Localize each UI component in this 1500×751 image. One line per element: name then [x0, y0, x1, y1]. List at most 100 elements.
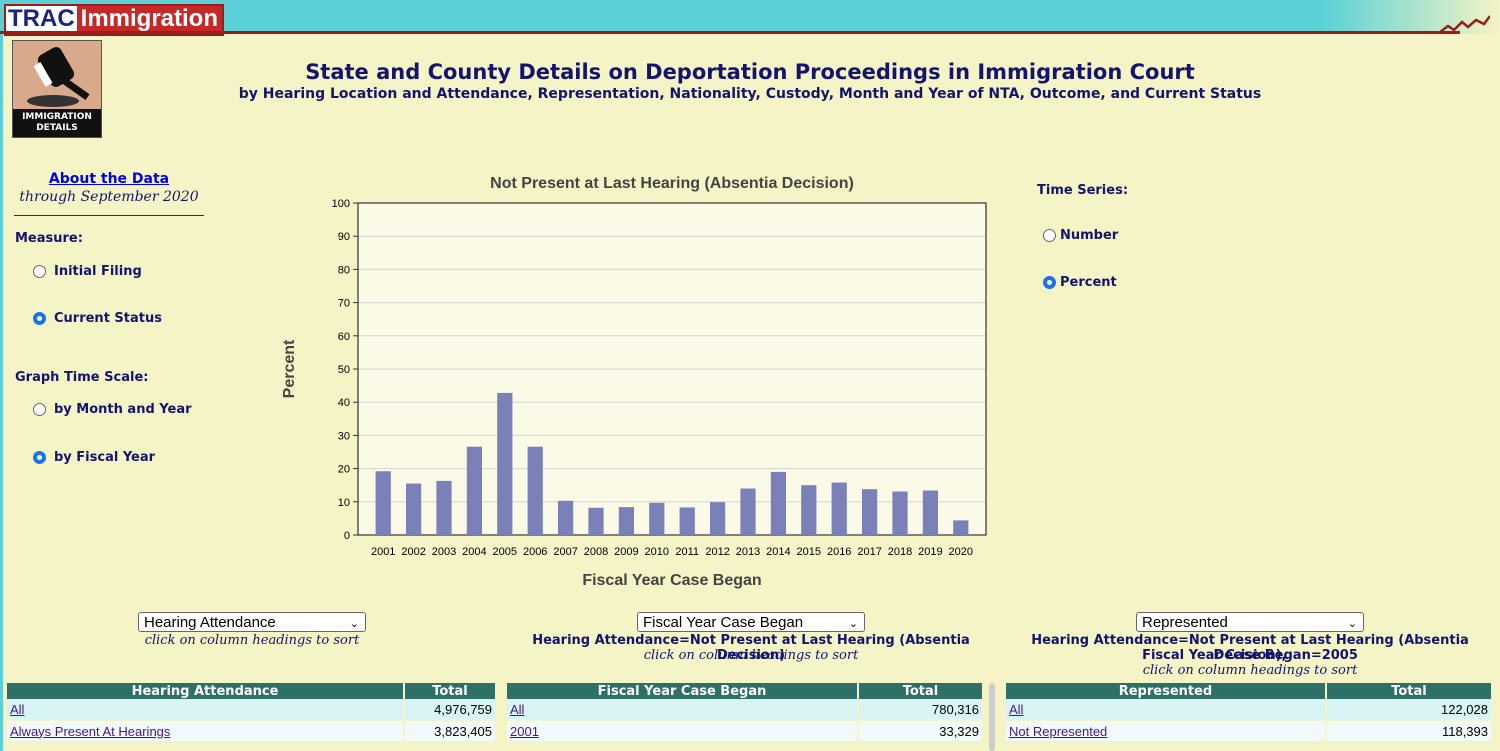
- measure-label: Measure:: [15, 231, 83, 246]
- divider: [14, 215, 204, 216]
- bar: [466, 446, 482, 535]
- x-tick-label: 2007: [553, 546, 577, 558]
- radio-label: Percent: [1060, 275, 1117, 290]
- x-tick-label: 2015: [797, 546, 821, 558]
- row-total: 33,329: [859, 721, 982, 743]
- row-link[interactable]: Always Present At Hearings: [10, 723, 171, 739]
- x-tick-label: 2003: [432, 546, 456, 558]
- trend-arrow-icon: [1440, 15, 1490, 33]
- bar: [618, 507, 634, 535]
- bar: [892, 491, 908, 535]
- x-tick-label: 2006: [523, 546, 547, 558]
- x-tick-label: 2008: [584, 546, 608, 558]
- x-tick-label: 2016: [827, 546, 851, 558]
- dimension-select-3[interactable]: Represented ⌄: [1136, 612, 1364, 632]
- bar: [375, 471, 391, 535]
- bar: [497, 392, 513, 535]
- x-tick-label: 2014: [766, 546, 790, 558]
- filter-text-2: Fiscal Year Case Began=2005: [1142, 648, 1358, 663]
- x-tick-label: 2020: [949, 546, 973, 558]
- y-tick-label: 20: [338, 464, 350, 476]
- chart-title: Not Present at Last Hearing (Absentia De…: [490, 175, 854, 192]
- about-the-data-link[interactable]: About the Data: [48, 171, 170, 187]
- bar: [406, 483, 422, 535]
- bar: [588, 507, 604, 535]
- radio-button[interactable]: [33, 403, 46, 416]
- table-row: All 4,976,759: [7, 699, 495, 721]
- row-link[interactable]: 2001: [510, 723, 539, 739]
- row-link[interactable]: All: [1009, 701, 1024, 717]
- page-subtitle: by Hearing Location and Attendance, Repr…: [238, 86, 1262, 102]
- radio-button[interactable]: [1043, 229, 1056, 242]
- radio-percent[interactable]: Percent: [1043, 275, 1117, 290]
- x-tick-label: 2013: [736, 546, 760, 558]
- y-tick-label: 30: [338, 430, 350, 442]
- radio-label: by Fiscal Year: [54, 450, 156, 465]
- left-edge: [0, 34, 3, 751]
- row-link[interactable]: All: [510, 701, 525, 717]
- immigration-details-badge[interactable]: IMMIGRATION DETAILS: [12, 40, 102, 138]
- badge-caption-line1: IMMIGRATION: [22, 112, 92, 122]
- x-tick-label: 2011: [675, 546, 699, 558]
- x-tick-label: 2010: [645, 546, 669, 558]
- x-tick-label: 2004: [462, 546, 486, 558]
- table-row: 2001 33,329: [507, 721, 982, 743]
- radio-fiscal-year[interactable]: by Fiscal Year: [33, 450, 155, 465]
- table-represented: Represented Total All 122,028 Not Repres…: [1004, 683, 1493, 743]
- table-row: All 780,316: [507, 699, 982, 721]
- bar: [770, 471, 786, 535]
- x-tick-label: 2018: [888, 546, 912, 558]
- column-header[interactable]: Hearing Attendance: [7, 683, 403, 699]
- bar: [649, 502, 665, 535]
- scrollbar[interactable]: [989, 683, 995, 751]
- about-block: About the Data through September 2020: [14, 168, 204, 216]
- bar: [679, 507, 695, 535]
- radio-button[interactable]: [1043, 276, 1056, 289]
- radio-number[interactable]: Number: [1043, 228, 1118, 243]
- table-hearing-attendance: Hearing Attendance Total All 4,976,759 A…: [5, 683, 497, 743]
- bar: [558, 500, 574, 535]
- table-row: All 122,028: [1006, 699, 1491, 721]
- time-scale-label: Graph Time Scale:: [15, 370, 149, 385]
- bar: [527, 446, 543, 535]
- radio-button[interactable]: [33, 451, 46, 464]
- top-banner: TRAC Immigration: [0, 0, 1500, 36]
- x-axis-label: Fiscal Year Case Began: [582, 572, 761, 589]
- trac-logo[interactable]: TRAC Immigration: [4, 4, 224, 36]
- table-row: Not Represented 118,393: [1006, 721, 1491, 743]
- radio-button[interactable]: [33, 312, 46, 325]
- radio-current-status[interactable]: Current Status: [33, 311, 162, 326]
- y-tick-label: 90: [338, 231, 350, 243]
- row-label: All: [507, 699, 857, 721]
- row-label: All: [7, 699, 403, 721]
- x-tick-label: 2017: [857, 546, 881, 558]
- bar-chart: 0 10 20 30 40 50 60 70 80 90 100 2001 2002 2003 2004 20…: [281, 175, 987, 589]
- chevron-down-icon: ⌄: [349, 618, 359, 630]
- column-header[interactable]: Total: [1327, 683, 1491, 699]
- radio-initial-filing[interactable]: Initial Filing: [33, 264, 142, 279]
- column-header[interactable]: Represented: [1006, 683, 1325, 699]
- y-tick-label: 50: [338, 364, 350, 376]
- radio-label: Initial Filing: [54, 264, 142, 279]
- radio-month-year[interactable]: by Month and Year: [33, 402, 192, 417]
- row-link[interactable]: Not Represented: [1009, 723, 1108, 739]
- filter-text: Hearing Attendance=Not Present at Last H…: [1031, 633, 1469, 663]
- column-header[interactable]: Total: [405, 683, 495, 699]
- column-header[interactable]: Total: [859, 683, 982, 699]
- dimension-select-1[interactable]: Hearing Attendance ⌄: [138, 612, 366, 632]
- select-value: Represented: [1142, 614, 1228, 631]
- row-total: 122,028: [1327, 699, 1491, 721]
- sort-hint: click on column headings to sort: [1142, 663, 1358, 678]
- sort-hint: click on column headings to sort: [643, 648, 859, 663]
- page-title: State and County Details on Deportation …: [305, 60, 1195, 84]
- sort-hint: click on column headings to sort: [144, 633, 360, 648]
- row-link[interactable]: All: [10, 701, 25, 717]
- row-label: Always Present At Hearings: [7, 721, 403, 743]
- row-total: 4,976,759: [405, 699, 495, 721]
- row-total: 118,393: [1327, 721, 1491, 743]
- radio-button[interactable]: [33, 265, 46, 278]
- dimension-select-2[interactable]: Fiscal Year Case Began ⌄: [637, 612, 865, 632]
- x-tick-label: 2005: [493, 546, 517, 558]
- column-header[interactable]: Fiscal Year Case Began: [507, 683, 857, 699]
- x-tick-label: 2001: [371, 546, 395, 558]
